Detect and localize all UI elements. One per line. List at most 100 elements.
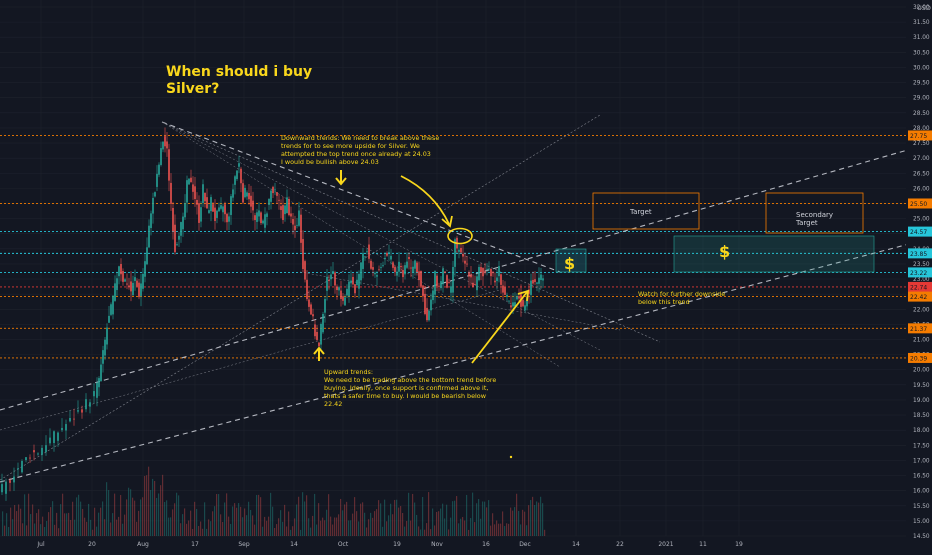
volume-bar <box>434 525 436 536</box>
volume-bar <box>8 527 10 536</box>
volume-bar <box>346 501 348 536</box>
price-tick-34: 31.50 <box>913 20 930 26</box>
candle-body <box>272 186 274 194</box>
volume-bar <box>300 529 302 536</box>
candle-body <box>278 199 280 201</box>
trend-line-3[interactable] <box>161 121 561 368</box>
candle-body <box>396 271 398 276</box>
volume-bar <box>32 504 34 536</box>
volume-bar <box>166 500 168 536</box>
candle-body <box>61 427 63 431</box>
secondary-target-box[interactable] <box>765 192 864 234</box>
candle-body <box>422 285 424 297</box>
trend-line-7[interactable] <box>0 289 501 431</box>
candle-body <box>162 141 164 150</box>
candle-body <box>294 225 296 231</box>
volume-bar <box>270 492 272 536</box>
price-tick-3: 16.00 <box>913 489 930 495</box>
chart-title: When should i buy Silver? <box>166 64 317 97</box>
price-tick-11: 20.00 <box>913 368 930 374</box>
volume-bar <box>104 519 106 536</box>
trend-line-0[interactable] <box>161 121 561 273</box>
volume-bar <box>66 513 68 536</box>
candle-body <box>470 274 472 278</box>
candle-body <box>484 271 486 273</box>
candle-body <box>226 213 228 223</box>
price-tick-23: 26.00 <box>913 186 930 192</box>
curved-arrow-top-icon <box>400 175 453 228</box>
volume-bar <box>304 501 306 536</box>
volume-bar <box>494 524 496 536</box>
volume-bar <box>350 520 352 536</box>
volume-bar <box>464 520 466 536</box>
volume-bar <box>192 528 194 536</box>
candle-body <box>218 207 220 212</box>
volume-bar <box>478 499 480 536</box>
candle-body <box>93 391 95 397</box>
volume-bar <box>144 475 146 536</box>
buy-zone-box-2[interactable] <box>673 235 875 273</box>
price-tick-33: 31.00 <box>913 35 930 41</box>
volume-bar <box>58 528 60 536</box>
trend-line-1[interactable] <box>161 121 661 343</box>
volume-bar <box>128 487 130 536</box>
candle-body <box>492 271 494 274</box>
candle-body <box>494 280 496 283</box>
volume-bar <box>402 512 404 536</box>
level-tag-1: 25.50 <box>910 201 927 208</box>
candle-body <box>434 270 436 295</box>
volume-bar <box>110 522 112 536</box>
candle-body <box>410 267 412 269</box>
candle-body <box>542 278 544 281</box>
price-tick-25: 27.00 <box>913 156 930 162</box>
volume-bar <box>248 501 250 536</box>
volume-bar <box>242 517 244 536</box>
volume-bar <box>250 509 252 536</box>
candle-body <box>458 249 460 252</box>
volume-bar <box>120 495 122 536</box>
candle-body <box>532 279 534 284</box>
volume-bar <box>148 466 150 536</box>
trend-line-6[interactable] <box>0 114 601 481</box>
candle-body <box>506 294 508 297</box>
level-tag-7: 21.37 <box>910 326 927 333</box>
volume-bar <box>36 513 38 536</box>
time-axis[interactable]: Jul 20 Aug 17 Sep 14 Oct 19 Nov 16 Dec 14 22 2021 11 19 <box>36 541 743 548</box>
time-tick-5: 14 <box>290 541 298 548</box>
volume-bar <box>370 512 372 536</box>
candle-body <box>134 277 136 282</box>
candle-body <box>108 315 110 323</box>
price-tick-5: 17.00 <box>913 458 930 464</box>
candle-body <box>320 323 322 345</box>
candle-body <box>254 215 256 221</box>
volume-bar <box>522 509 524 536</box>
candle-body <box>29 457 31 459</box>
candle-body <box>354 284 356 294</box>
candle-body <box>9 480 11 483</box>
candle-body <box>322 313 324 333</box>
volume-bar <box>182 514 184 536</box>
candle-body <box>53 431 55 444</box>
candle-body <box>192 184 194 192</box>
candle-body <box>116 278 118 291</box>
volume-bar <box>430 529 432 536</box>
candle-body <box>528 289 530 294</box>
candle-body <box>360 262 362 281</box>
candle-body <box>282 205 284 220</box>
candle-body <box>292 218 294 225</box>
candle-body <box>13 476 15 483</box>
buy-zone-box-1[interactable] <box>555 248 587 273</box>
level-tag-bg-8 <box>908 352 932 363</box>
volume-bar <box>284 504 286 536</box>
candle-body <box>538 277 540 284</box>
candle-body <box>112 295 114 315</box>
price-tick-18: 23.50 <box>913 262 930 268</box>
long-arrow-icon <box>471 289 530 364</box>
volume-bar <box>76 497 78 536</box>
target-box[interactable] <box>592 192 700 230</box>
volume-bar <box>154 480 156 536</box>
volume-bar <box>324 520 326 536</box>
candle-body <box>424 293 426 314</box>
trend-line-5[interactable] <box>0 237 932 483</box>
volume-bar <box>456 496 458 536</box>
